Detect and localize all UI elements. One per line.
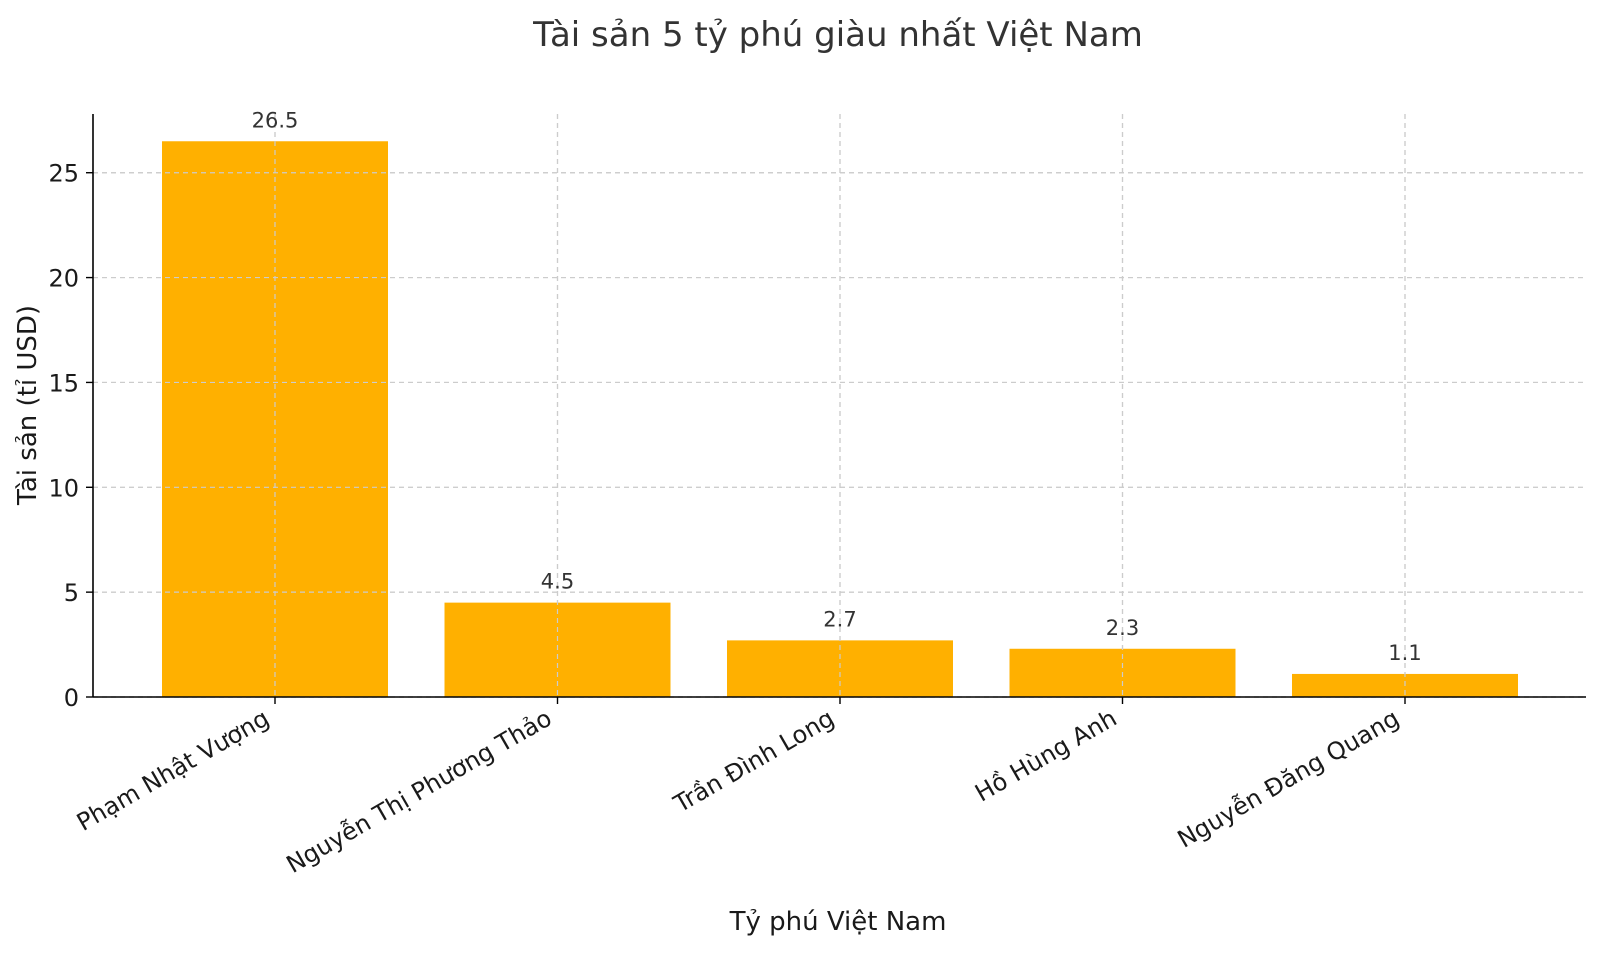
x-tick-label: Nguyễn Đăng Quang: [1172, 703, 1404, 854]
data-label: 26.5: [252, 108, 299, 132]
y-tick-label: 15: [48, 369, 79, 397]
y-tick-label: 0: [64, 684, 79, 712]
x-tick-label: Phạm Nhật Vượng: [72, 704, 274, 837]
x-tick-label: Hồ Hùng Anh: [970, 704, 1121, 808]
data-label: 1.1: [1388, 641, 1421, 665]
x-tick-label: Nguyễn Thị Phương Thảo: [281, 703, 556, 879]
y-tick-label: 25: [48, 160, 79, 188]
data-label: 2.7: [823, 607, 856, 631]
data-label: 2.3: [1106, 616, 1139, 640]
x-tick-label: Trần Đình Long: [668, 704, 839, 819]
chart-title: Tài sản 5 tỷ phú giàu nhất Việt Nam: [532, 15, 1143, 55]
y-tick-label: 5: [64, 579, 79, 607]
y-tick-label: 10: [48, 474, 79, 502]
data-label: 4.5: [541, 570, 574, 594]
y-tick-layer: 0 5 10 15 20 25: [48, 160, 93, 712]
y-tick-label: 20: [48, 265, 79, 293]
x-tick-layer: Phạm Nhật Vượng Nguyễn Thị Phương Thảo Trầ…: [72, 697, 1406, 879]
y-axis-label: Tài sản (tỉ USD): [13, 305, 43, 506]
data-label-layer: 26.5 4.5 2.7 2.3 1.1: [252, 108, 1422, 665]
x-axis-label: Tỷ phú Việt Nam: [729, 907, 947, 937]
